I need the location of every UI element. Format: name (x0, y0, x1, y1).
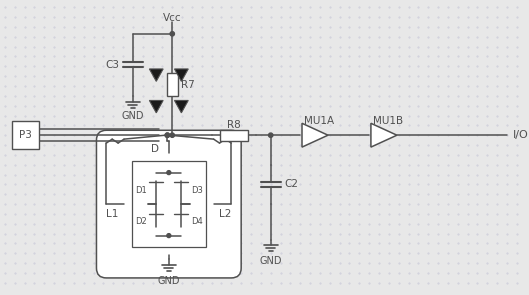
Bar (167, 73, 178, 96)
Text: D2: D2 (135, 217, 147, 226)
Circle shape (269, 133, 273, 137)
Bar (12, 122, 39, 149)
Text: MU1B: MU1B (373, 117, 403, 127)
Circle shape (170, 32, 175, 36)
Bar (220, 130, 248, 141)
Polygon shape (175, 100, 188, 113)
Text: L1: L1 (106, 209, 118, 219)
Text: C2: C2 (285, 179, 298, 189)
Polygon shape (371, 123, 397, 147)
Bar (132, 161, 206, 248)
Text: I/O: I/O (513, 130, 528, 140)
Circle shape (165, 133, 169, 137)
Text: D: D (151, 144, 159, 154)
FancyBboxPatch shape (96, 130, 241, 278)
Polygon shape (302, 123, 328, 147)
Text: D3: D3 (191, 186, 203, 195)
Polygon shape (149, 100, 163, 113)
Text: D4: D4 (191, 217, 203, 226)
Circle shape (167, 234, 171, 237)
Text: D1: D1 (135, 186, 147, 195)
Text: P3: P3 (19, 130, 32, 140)
Text: C3: C3 (105, 60, 119, 70)
Text: MU1A: MU1A (304, 117, 334, 127)
Text: GND: GND (122, 111, 144, 121)
Text: L2: L2 (219, 209, 232, 219)
Text: GND: GND (158, 276, 180, 286)
Circle shape (170, 133, 175, 137)
Text: R7: R7 (181, 79, 195, 89)
Polygon shape (175, 69, 188, 81)
Text: R8: R8 (227, 120, 241, 130)
Circle shape (167, 171, 171, 175)
Text: Vcc: Vcc (163, 13, 181, 23)
Text: GND: GND (259, 256, 282, 266)
Circle shape (165, 133, 169, 137)
Polygon shape (149, 69, 163, 81)
